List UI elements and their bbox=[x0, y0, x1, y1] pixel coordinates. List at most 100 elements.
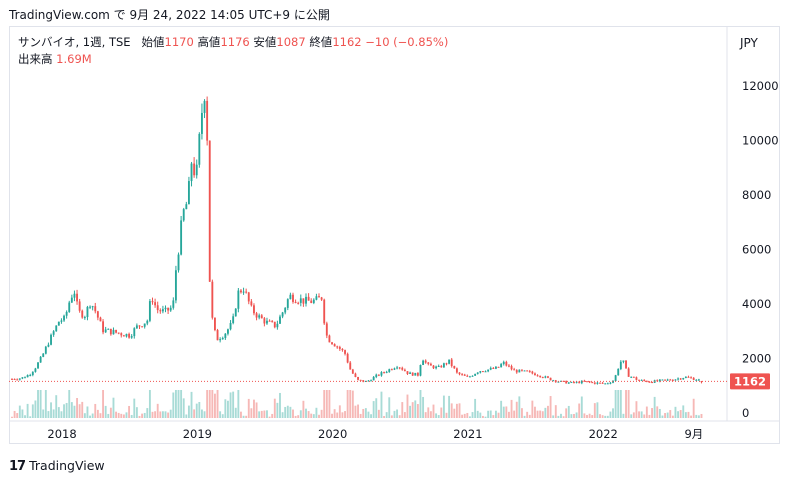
volume-bar bbox=[302, 400, 305, 418]
candle-body bbox=[57, 321, 60, 326]
candle-body bbox=[276, 323, 279, 328]
volume-bar bbox=[497, 412, 500, 418]
candle-body bbox=[208, 140, 211, 282]
volume-bar bbox=[86, 406, 89, 418]
volume-bar bbox=[578, 403, 581, 418]
volume-bar bbox=[323, 390, 326, 418]
candle-body bbox=[242, 291, 245, 293]
volume-bar bbox=[484, 416, 487, 418]
candle-body bbox=[312, 299, 315, 303]
candle-body bbox=[375, 374, 378, 377]
volume-bar bbox=[315, 407, 318, 418]
candle-body bbox=[390, 369, 393, 371]
volume-bar bbox=[612, 408, 614, 418]
candle-body bbox=[156, 305, 159, 311]
volume-bar bbox=[180, 390, 183, 418]
volume-bar bbox=[83, 413, 86, 418]
currency-label[interactable]: JPY bbox=[740, 36, 758, 50]
volume-bar bbox=[245, 415, 248, 418]
volume-bar bbox=[211, 390, 214, 418]
candle-body bbox=[125, 333, 128, 337]
volume-bar bbox=[664, 413, 666, 418]
volume-bar bbox=[604, 415, 607, 418]
volume-bar bbox=[562, 416, 565, 418]
volume-bar bbox=[68, 390, 71, 418]
volume-bar bbox=[177, 390, 180, 418]
candle-body bbox=[484, 371, 487, 373]
candle-body bbox=[536, 375, 539, 377]
volume-bar bbox=[50, 402, 52, 418]
candle-body bbox=[487, 369, 490, 372]
volume-bar bbox=[174, 390, 177, 418]
candle-body bbox=[635, 377, 638, 380]
volume-bar bbox=[596, 402, 599, 418]
candle-body bbox=[622, 360, 625, 362]
candle-body bbox=[55, 325, 58, 332]
volume-bar bbox=[247, 398, 250, 418]
candle-body bbox=[190, 163, 193, 182]
candle-body bbox=[510, 366, 513, 370]
volume-value: 1.69M bbox=[56, 52, 92, 66]
candle-body bbox=[159, 310, 162, 312]
volume-bar bbox=[416, 404, 419, 418]
candle-body bbox=[211, 281, 214, 318]
candle-body bbox=[393, 368, 396, 370]
candle-body bbox=[344, 350, 346, 354]
volume-bar bbox=[292, 409, 294, 418]
candle-body bbox=[135, 325, 138, 329]
symbol-label[interactable]: サンバイオ, 1週, TSE bbox=[18, 35, 131, 49]
volume-bar bbox=[125, 412, 128, 418]
volume-bar bbox=[508, 411, 510, 418]
volume-bar bbox=[193, 409, 196, 418]
candle-body bbox=[687, 376, 690, 378]
candle-body bbox=[591, 382, 594, 384]
brand-logo[interactable]: 17 TradingView bbox=[9, 458, 105, 474]
candle-body bbox=[643, 379, 646, 381]
volume-bar bbox=[380, 391, 383, 418]
volume-bar bbox=[666, 412, 669, 418]
candle-body bbox=[68, 302, 71, 312]
volume-bar bbox=[442, 395, 445, 418]
candle-body bbox=[63, 315, 65, 321]
volume-bar bbox=[692, 398, 695, 418]
volume-bar bbox=[349, 390, 352, 418]
candle-body bbox=[612, 380, 614, 383]
candle-body bbox=[455, 368, 458, 373]
candle-body bbox=[216, 330, 219, 341]
candle-body bbox=[76, 293, 78, 302]
volume-bar bbox=[55, 395, 58, 418]
volume-bar bbox=[52, 409, 55, 418]
candle-body bbox=[299, 298, 302, 303]
candle-body bbox=[99, 317, 102, 322]
volume-bar bbox=[44, 390, 47, 418]
volume-bar bbox=[279, 392, 281, 418]
candle-body bbox=[102, 321, 105, 333]
candle-body bbox=[632, 376, 635, 378]
volume-bar bbox=[214, 393, 216, 418]
volume-bar bbox=[91, 413, 94, 418]
candle-body bbox=[185, 204, 188, 210]
candle-body bbox=[523, 370, 526, 372]
volume-bar bbox=[682, 405, 685, 418]
candle-body bbox=[315, 296, 318, 300]
candle-body bbox=[341, 348, 344, 351]
volume-bar bbox=[684, 412, 687, 418]
volume-bar bbox=[468, 416, 471, 418]
high-value: 1176 bbox=[220, 35, 250, 49]
volume-bar bbox=[606, 415, 609, 418]
chart-frame[interactable] bbox=[9, 26, 780, 444]
volume-bar bbox=[96, 409, 99, 418]
volume-bar bbox=[159, 411, 162, 418]
candle-body bbox=[50, 334, 52, 345]
candle-body bbox=[143, 323, 146, 327]
candle-body bbox=[586, 381, 588, 383]
volume-bar bbox=[18, 405, 21, 418]
volume-bar bbox=[216, 390, 219, 418]
candle-body bbox=[250, 301, 253, 306]
volume-bar bbox=[206, 390, 209, 418]
volume-bar bbox=[653, 396, 656, 418]
volume-bar bbox=[354, 405, 357, 418]
volume-bar bbox=[39, 390, 42, 418]
last-price-tag bbox=[730, 373, 770, 390]
